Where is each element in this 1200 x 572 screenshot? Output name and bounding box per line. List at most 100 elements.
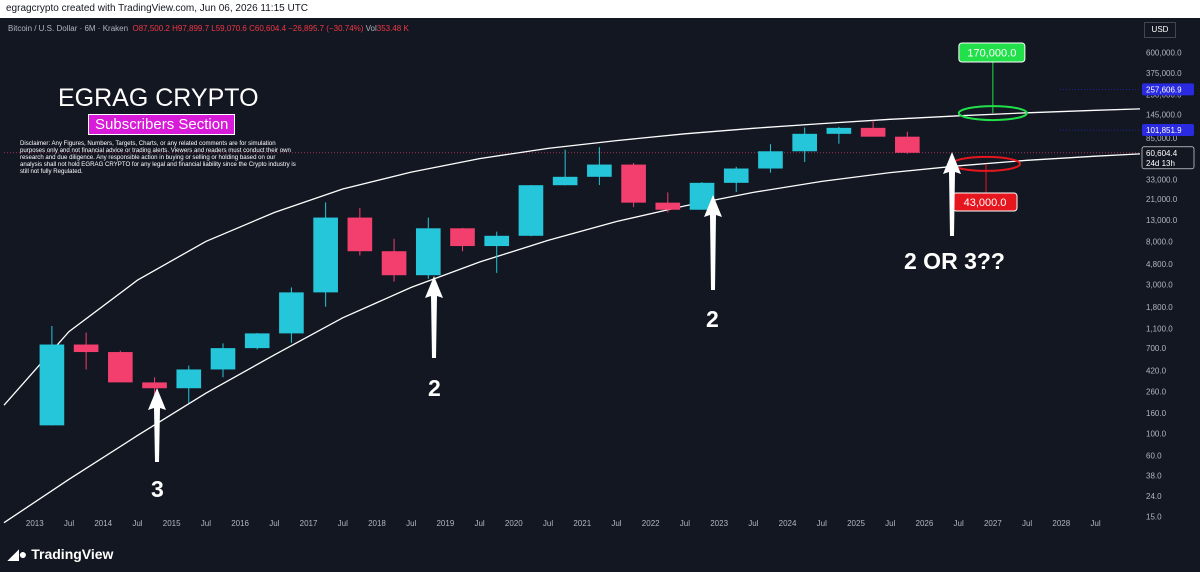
high-price-badge-bg <box>1142 83 1194 96</box>
candle-body <box>587 164 612 177</box>
symbol-label: Bitcoin / U.S. Dollar · 6M · Kraken <box>8 24 129 33</box>
wave-count-2026: 2 OR 3?? <box>904 248 1005 274</box>
x-tick-label: Jul <box>64 519 74 528</box>
candle-body <box>621 164 646 203</box>
candle-body <box>73 344 99 353</box>
x-tick-label: Jul <box>269 519 279 528</box>
x-tick-label: Jul <box>817 519 827 528</box>
candle-body <box>723 168 749 183</box>
candle-body <box>655 202 681 210</box>
band-curve <box>3 108 1141 406</box>
x-tick-label: Jul <box>474 519 484 528</box>
candle-body <box>176 369 202 389</box>
y-tick-label: 3,000.0 <box>1146 280 1173 289</box>
y-tick-label: 145,000.0 <box>1146 111 1182 120</box>
x-tick-label: 2019 <box>436 519 454 528</box>
x-tick-label: 2013 <box>26 519 44 528</box>
x-tick-label: Jul <box>748 519 758 528</box>
tradingview-logo-text: TradingView <box>31 546 114 562</box>
tradingview-logo[interactable]: ◢● TradingView <box>8 546 113 563</box>
x-tick-label: 2017 <box>300 519 318 528</box>
x-tick-label: 2028 <box>1052 519 1070 528</box>
x-tick-label: 2024 <box>779 519 797 528</box>
change-value: −26,895.7 (−30.74%) <box>288 24 364 33</box>
x-tick-label: 2021 <box>573 519 591 528</box>
candle-body <box>860 127 886 137</box>
y-tick-label: 24.0 <box>1146 492 1162 501</box>
wave-count-2018: 2 <box>428 375 441 401</box>
y-tick-label: 85,000.0 <box>1146 134 1178 143</box>
x-tick-label: 2025 <box>847 519 865 528</box>
count-arrow-2026 <box>943 152 961 236</box>
count-arrow-2022 <box>704 195 722 290</box>
price-chart[interactable]: 170,000.043,000.0 600,000.0375,000.0230,… <box>0 18 1200 541</box>
y-tick-label: 38.0 <box>1146 472 1162 481</box>
volume-label: Vol <box>365 24 377 33</box>
x-tick-label: Jul <box>1022 519 1032 528</box>
top-target-box <box>958 42 1026 63</box>
y-tick-label: 160.0 <box>1146 409 1167 418</box>
high-value: H97,899.7 <box>172 24 210 33</box>
candle-body <box>108 352 133 383</box>
x-tick-label: 2015 <box>163 519 181 528</box>
mid-price-badge-bg <box>1142 124 1194 137</box>
close-value: C60,604.4 <box>249 24 287 33</box>
volume-value: 353.48 K <box>376 24 409 33</box>
symbol-legend: Bitcoin / U.S. Dollar · 6M · Kraken O87,… <box>8 24 409 33</box>
x-tick-label: 2023 <box>710 519 728 528</box>
x-tick-label: 2027 <box>984 519 1002 528</box>
x-tick-label: Jul <box>201 519 211 528</box>
x-tick-label: Jul <box>406 519 416 528</box>
x-tick-label: Jul <box>543 519 553 528</box>
y-tick-label: 600,000.0 <box>1146 48 1182 57</box>
y-tick-label: 21,000.0 <box>1146 195 1178 204</box>
y-tick-label: 4,800.0 <box>1146 260 1173 269</box>
y-tick-label: 8,000.0 <box>1146 237 1173 246</box>
bottom-target-label: 43,000.0 <box>964 197 1007 209</box>
x-tick-label: Jul <box>954 519 964 528</box>
x-tick-label: Jul <box>132 519 142 528</box>
y-tick-label: 15.0 <box>1146 512 1162 521</box>
x-tick-label: Jul <box>1090 519 1100 528</box>
candle-body <box>39 344 65 426</box>
x-tick-label: 2026 <box>916 519 934 528</box>
candle-body <box>381 251 407 276</box>
high-price-badge: 257,606.9 <box>1146 85 1182 94</box>
top-credit-bar: egragcrypto created with TradingView.com… <box>0 0 1200 18</box>
x-tick-label: 2016 <box>231 519 249 528</box>
x-tick-label: Jul <box>338 519 348 528</box>
mid-price-badge: 101,851.9 <box>1146 126 1182 135</box>
footer-bar <box>0 541 1200 572</box>
credit-text: egragcrypto created with TradingView.com… <box>6 3 309 14</box>
tradingview-logo-icon: ◢● <box>8 546 28 562</box>
y-tick-label: 260.0 <box>1146 387 1167 396</box>
candle-body <box>552 176 578 186</box>
wave-count-2022: 2 <box>706 306 719 332</box>
open-value: O87,500.2 <box>132 24 170 33</box>
y-tick-label: 1,800.0 <box>1146 303 1173 312</box>
currency-selector[interactable]: USD <box>1144 22 1176 38</box>
candle-body <box>792 133 817 152</box>
y-tick-label: 700.0 <box>1146 344 1167 353</box>
y-tick-label: 33,000.0 <box>1146 175 1178 184</box>
x-tick-label: 2018 <box>368 519 386 528</box>
last-price-badge-bg <box>1141 146 1195 170</box>
candle-body <box>415 228 441 276</box>
top-target-label: 170,000.0 <box>967 48 1016 60</box>
count-arrow-2014 <box>148 388 166 462</box>
wave-count-2014: 3 <box>151 476 164 502</box>
y-tick-label: 1,100.0 <box>1146 324 1173 333</box>
candle-body <box>895 136 920 153</box>
candle-body <box>484 235 510 247</box>
x-tick-label: Jul <box>680 519 690 528</box>
y-tick-label: 60.0 <box>1146 452 1162 461</box>
disclaimer-text: Disclaimer: Any Figures, Numbers, Target… <box>20 140 296 175</box>
x-tick-label: 2020 <box>505 519 523 528</box>
y-tick-label: 420.0 <box>1146 366 1167 375</box>
x-tick-label: 2014 <box>94 519 112 528</box>
y-tick-label: 13,000.0 <box>1146 216 1178 225</box>
countdown-badge: 24d 13h <box>1146 159 1175 168</box>
chart-background <box>0 18 1200 541</box>
candle-body <box>518 185 544 236</box>
candle-body <box>826 127 852 134</box>
